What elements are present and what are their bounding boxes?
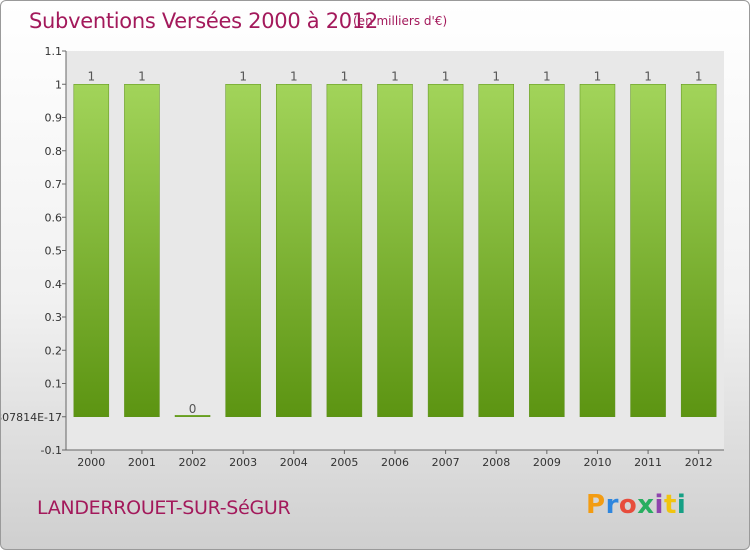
x-tick-label: 2000 [77,456,105,469]
bar-2000 [73,84,110,417]
data-label-2008: 1 [492,69,500,83]
y-tick-label: 0.7 [45,178,63,191]
logo-letter: P [586,490,606,520]
bar-2009 [529,84,565,417]
x-tick-label: 2002 [179,456,207,469]
x-tick-label: 2003 [229,456,257,469]
data-label-2005: 1 [341,69,349,83]
bar-2002 [174,415,211,417]
data-label-2002: 0 [189,402,197,416]
bar-2011 [630,84,666,417]
y-tick-label: 0.3 [45,311,63,324]
bar-2007 [427,84,464,417]
data-label-2001: 1 [138,69,146,83]
y-tick-label: 1.1 [45,45,63,58]
x-axis: 2000 2001 2002 2003 2004 2005 2006 2007 2008 2009… [66,449,724,469]
y-tick-label: 0.6 [45,211,63,224]
x-tick-label: 2004 [280,456,308,469]
chart-unit: (en milliers d'€) [353,14,448,28]
y-tick-label: 0.5 [45,245,63,258]
proxiti-logo[interactable]: Proxiti [586,490,686,520]
bar-2003 [225,84,261,417]
y-tick-label: 0.2 [45,344,63,357]
y-tick-label: -1.3877787807814E-17 [1,411,62,424]
logo-letter: r [605,490,619,520]
x-tick-label: 2001 [128,456,156,469]
bar-2010 [579,84,616,417]
data-label-2007: 1 [442,69,450,83]
logo-letter: i [654,490,664,520]
bar-2005 [326,84,363,417]
data-label-2000: 1 [87,69,95,83]
logo-letter: t [663,490,677,520]
y-tick-label: 1 [55,78,62,91]
x-tick-label: 2006 [381,456,409,469]
data-label-2006: 1 [391,69,399,83]
data-label-2012: 1 [695,69,703,83]
x-tick-label: 2007 [432,456,460,469]
bar-2001 [124,84,160,417]
data-label-2003: 1 [239,69,247,83]
bar-2004 [276,84,312,417]
bar-2008 [478,84,514,417]
y-tick-label: 0.9 [45,112,63,125]
data-label-2010: 1 [594,69,602,83]
logo-letter: x [637,490,655,520]
y-tick-label: 0.8 [45,145,63,158]
x-tick-label: 2005 [330,456,358,469]
x-tick-label: 2008 [482,456,510,469]
bars-group [73,84,717,417]
commune-name: LANDERROUET-SUR-SéGUR [37,497,291,519]
data-label-2004: 1 [290,69,298,83]
x-tick-label: 2009 [533,456,561,469]
x-tick-label: 2011 [634,456,662,469]
x-tick-label: 2010 [583,456,611,469]
logo-letter: o [618,490,638,520]
y-tick-label: 0.1 [45,378,63,391]
y-tick-label: -0.1 [41,444,62,457]
x-tick-label: 2012 [685,456,713,469]
logo-letter: i [676,490,687,520]
chart-title: Subventions Versées 2000 à 2012 [29,9,378,33]
data-label-2009: 1 [543,69,551,83]
bar-2006 [377,84,413,417]
data-label-2011: 1 [644,69,652,83]
y-axis: -0.1 -1.3877787807814E-17 0.1 0.2 0.3 0.4 0.5 0… [1,45,67,457]
data-labels-group: 1 1 0 1 1 1 1 1 1 1 1 1 1 [87,69,702,416]
bar-2012 [680,84,717,417]
y-tick-label: 0.4 [45,278,63,291]
